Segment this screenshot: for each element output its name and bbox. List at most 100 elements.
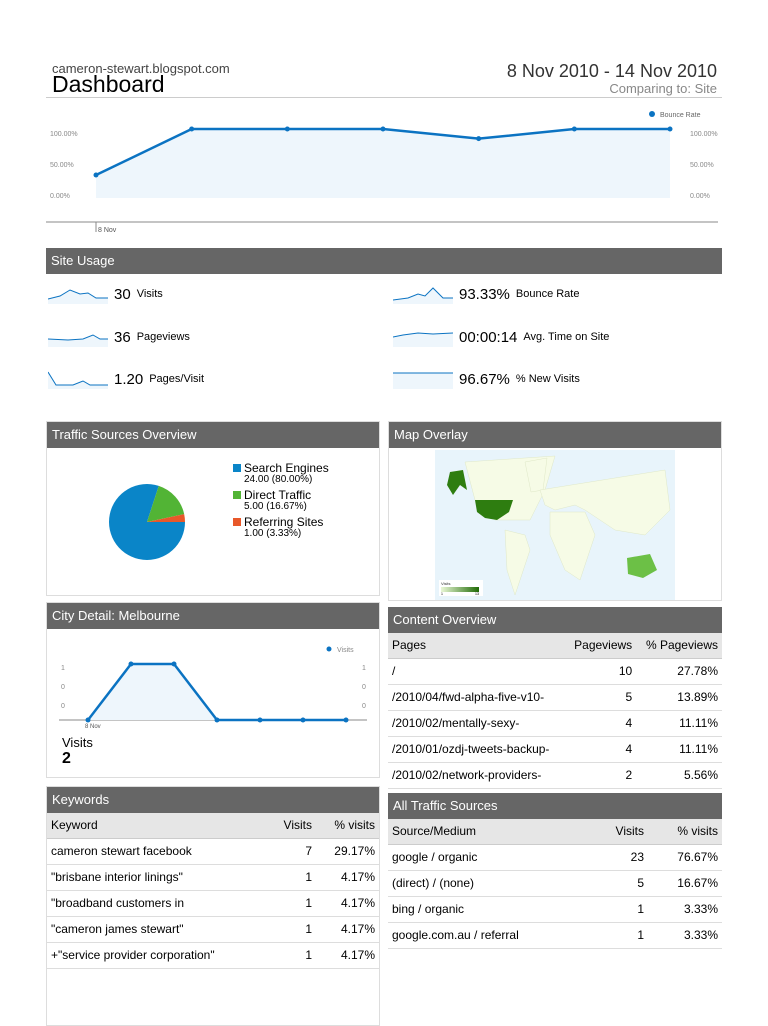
table-row[interactable]: /2010/04/fwd-alpha-five-v10- 5 13.89% [388, 684, 722, 711]
y-tick: 1 [61, 665, 65, 672]
column-header[interactable]: % Pageviews [636, 633, 722, 659]
column-header[interactable]: Source/Medium [388, 819, 593, 845]
y-tick: 0.00% [50, 193, 70, 200]
table-cell[interactable]: /2010/02/mentally-sexy- [388, 710, 566, 737]
table-row[interactable]: (direct) / (none) 5 16.67% [388, 870, 722, 897]
site-name: cameron-stewart.blogspot.com [52, 61, 230, 76]
y-tick-right: 1 [362, 665, 366, 672]
data-point[interactable] [128, 661, 134, 667]
table-cell: 1 [268, 890, 316, 917]
legend-name: Referring Sites [244, 515, 324, 529]
y-tick-right: 0 [362, 703, 366, 710]
table-cell: 23 [592, 844, 648, 871]
table-cell[interactable]: / [388, 658, 566, 685]
table-cell[interactable]: bing / organic [388, 896, 593, 923]
table-cell[interactable]: /2010/01/ozdj-tweets-backup- [388, 736, 566, 763]
column-header[interactable]: % visits [648, 819, 722, 845]
table-cell: 4.17% [316, 890, 379, 917]
column-header[interactable]: Keyword [47, 813, 269, 839]
table-cell[interactable]: "cameron james stewart" [47, 916, 269, 943]
table-row[interactable]: cameron stewart facebook 7 29.17% [47, 838, 379, 865]
column-header[interactable]: Pages [388, 633, 566, 659]
legend-detail: 24.00 (80.00%) [244, 474, 313, 485]
legend-swatch-referring [233, 518, 241, 526]
legend-name: Search Engines [244, 461, 329, 475]
table-cell: 3.33% [648, 896, 722, 923]
metric--new-visits: 96.67% % New Visits [393, 369, 580, 389]
legend-label: Visits [337, 647, 354, 654]
legend-swatch-search [233, 464, 241, 472]
metric-avg-time-on-site: 00:00:14 Avg. Time on Site [393, 327, 609, 347]
sparkline [393, 372, 453, 389]
data-point[interactable] [571, 126, 577, 132]
page-title: Dashboard [52, 71, 165, 97]
date-range[interactable]: 8 Nov 2010 - 14 Nov 2010 [506, 61, 717, 81]
y-tick: 50.00% [50, 162, 74, 169]
usa [475, 500, 513, 520]
data-point[interactable] [284, 126, 290, 132]
pie-slice[interactable] [147, 485, 185, 522]
table-row[interactable]: "brisbane interior linings" 1 4.17% [47, 864, 379, 891]
x-tick-label: 8 Nov [85, 724, 101, 730]
column-header[interactable]: Visits [268, 813, 316, 839]
legend-label: Bounce Rate [660, 112, 701, 119]
table-cell: 11.11% [636, 736, 722, 763]
table-row[interactable]: /2010/02/network-providers- 2 5.56% [388, 762, 722, 789]
sparkline [393, 332, 453, 347]
metric-bounce-rate: 93.33% Bounce Rate [393, 284, 579, 304]
data-point[interactable] [214, 717, 220, 723]
table-cell: 16.67% [648, 870, 722, 897]
data-point[interactable] [667, 126, 673, 132]
table-cell: 29.17% [316, 838, 379, 865]
data-point[interactable] [380, 126, 386, 132]
data-point[interactable] [85, 717, 91, 723]
pie-slice[interactable] [147, 514, 185, 522]
table-row[interactable]: bing / organic 1 3.33% [388, 896, 722, 923]
keywords-table: Keyword Visits% visits cameron stewart fac… [47, 813, 379, 969]
column-header[interactable]: Visits [592, 819, 648, 845]
column-header[interactable]: % visits [316, 813, 379, 839]
column-header[interactable]: Pageviews [565, 633, 637, 659]
table-cell[interactable]: cameron stewart facebook [47, 838, 269, 865]
table-cell: 4.17% [316, 942, 379, 969]
metric-value: 1.20 [114, 370, 144, 388]
table-cell[interactable]: "broadband customers in [47, 890, 269, 917]
table-cell[interactable]: "brisbane interior linings" [47, 864, 269, 891]
metric-label: Bounce Rate [515, 288, 580, 300]
table-cell[interactable]: google.com.au / referral [388, 922, 593, 949]
table-row[interactable]: /10 27.78% [388, 658, 722, 685]
table-row[interactable]: /2010/01/ozdj-tweets-backup- 4 11.11% [388, 736, 722, 763]
table-row[interactable]: google / organic 23 76.67% [388, 844, 722, 871]
table-cell[interactable]: /2010/02/network-providers- [388, 762, 566, 789]
south-america [504, 529, 531, 596]
table-row[interactable]: "cameron james stewart" 1 4.17% [47, 916, 379, 943]
keywords-panel: Keywords Keyword Visits% visits cameron st… [46, 786, 380, 1026]
data-point[interactable] [476, 136, 482, 142]
table-row[interactable]: +"service provider corporation" 1 4.17% [47, 942, 379, 969]
map-legend-max: 13 [475, 592, 479, 596]
table-row[interactable]: /2010/02/mentally-sexy- 4 11.11% [388, 710, 722, 737]
table-cell[interactable]: /2010/04/fwd-alpha-five-v10- [388, 684, 566, 711]
data-point[interactable] [300, 717, 306, 723]
data-point[interactable] [93, 172, 99, 178]
data-point[interactable] [171, 661, 177, 667]
table-row[interactable]: "broadband customers in 1 4.17% [47, 890, 379, 917]
table-cell[interactable]: +"service provider corporation" [47, 942, 269, 969]
africa [549, 511, 596, 581]
data-point[interactable] [189, 126, 195, 132]
keywords-header: Keywords [47, 787, 379, 813]
city-detail-header: City Detail: Melbourne [47, 603, 379, 629]
legend-swatch-direct [233, 491, 241, 499]
table-cell[interactable]: (direct) / (none) [388, 870, 593, 897]
y-tick: 0 [61, 703, 65, 710]
all-traffic-sources-header: All Traffic Sources [388, 793, 722, 819]
map-overlay-panel: Map Overlay Visits 1 13 [388, 421, 722, 601]
data-point[interactable] [343, 717, 349, 723]
map-legend-title: Visits [441, 581, 450, 586]
world-map[interactable]: Visits 1 13 [435, 450, 675, 600]
data-point[interactable] [257, 717, 263, 723]
table-row[interactable]: google.com.au / referral 1 3.33% [388, 922, 722, 949]
table-cell: 4 [565, 710, 637, 737]
table-cell[interactable]: google / organic [388, 844, 593, 871]
site-usage-header: Site Usage [46, 248, 722, 274]
